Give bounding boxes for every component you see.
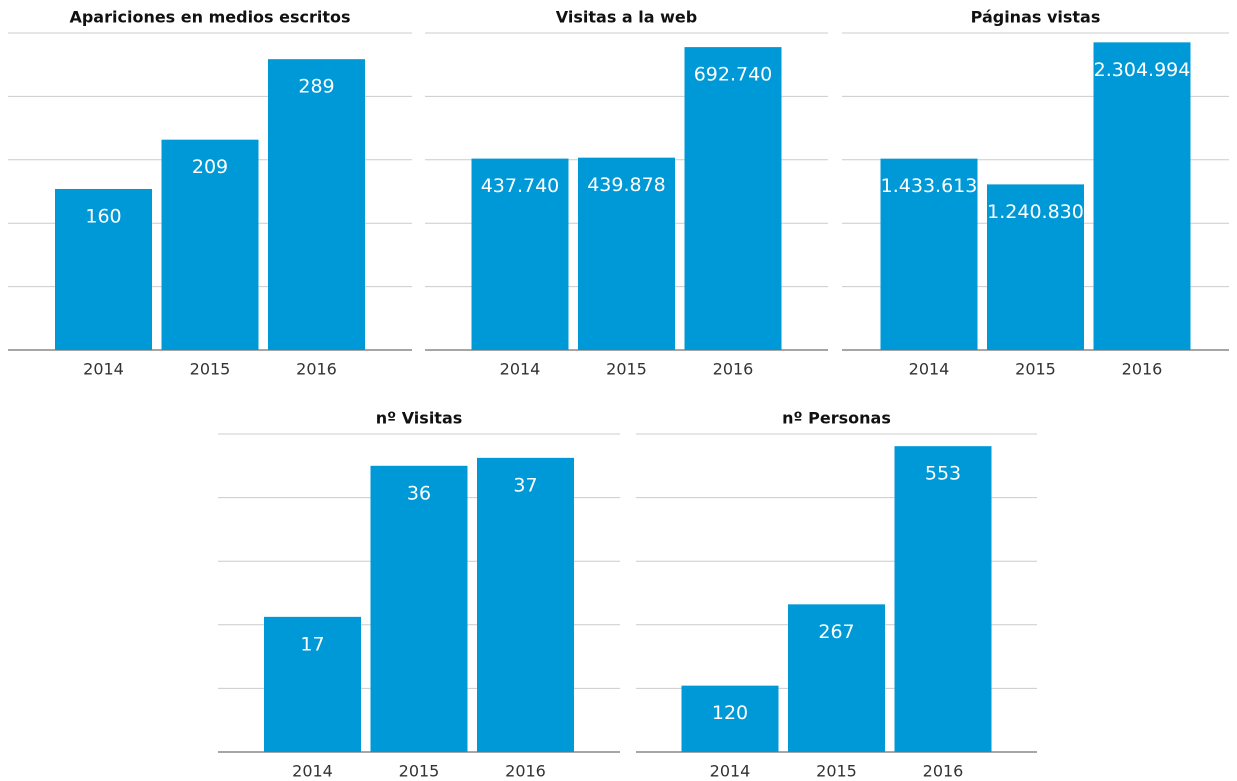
value-label: 437.740	[481, 175, 560, 197]
bar	[161, 139, 259, 350]
value-label: 1.240.830	[987, 201, 1084, 223]
value-label: 120	[712, 702, 748, 724]
x-tick-label: 2014	[292, 762, 333, 781]
value-label: 692.740	[694, 64, 773, 86]
value-label: 36	[407, 482, 431, 504]
chart-title: Visitas a la web	[556, 8, 697, 27]
x-tick-label: 2016	[713, 360, 754, 379]
value-label: 17	[300, 633, 324, 655]
value-label: 37	[513, 474, 537, 496]
bar	[264, 616, 361, 752]
x-tick-label: 2014	[909, 360, 950, 379]
x-tick-label: 2016	[1122, 360, 1163, 379]
value-label: 1.433.613	[881, 175, 978, 197]
chart-title: Páginas vistas	[971, 8, 1101, 27]
bar	[471, 158, 569, 350]
bar	[370, 465, 468, 752]
x-tick-label: 2015	[399, 762, 440, 781]
bar	[55, 188, 152, 350]
chart-title: nº Visitas	[376, 409, 463, 428]
x-tick-label: 2014	[500, 360, 541, 379]
bar	[684, 47, 782, 350]
x-tick-label: 2016	[923, 762, 964, 781]
chart-title: Apariciones en medios escritos	[69, 8, 350, 27]
value-label: 2.304.994	[1094, 59, 1191, 81]
x-tick-label: 2015	[606, 360, 647, 379]
bar	[681, 685, 779, 752]
value-label: 267	[818, 621, 854, 643]
bar	[788, 604, 885, 752]
value-label: 439.878	[587, 174, 666, 196]
bar	[268, 59, 365, 351]
bar	[894, 446, 992, 752]
x-tick-label: 2016	[296, 360, 337, 379]
value-label: 160	[85, 205, 121, 227]
x-tick-label: 2015	[1015, 360, 1056, 379]
bar	[880, 158, 978, 350]
bar	[477, 457, 574, 752]
x-tick-label: 2015	[190, 360, 231, 379]
value-label: 289	[298, 76, 334, 98]
value-label: 553	[925, 463, 961, 485]
bar	[1093, 42, 1191, 350]
x-tick-label: 2014	[83, 360, 124, 379]
x-tick-label: 2016	[505, 762, 546, 781]
x-tick-label: 2014	[710, 762, 751, 781]
x-tick-label: 2015	[816, 762, 857, 781]
bar	[987, 184, 1084, 350]
value-label: 209	[192, 156, 228, 178]
bar	[578, 157, 675, 350]
chart-title: nº Personas	[782, 409, 891, 428]
